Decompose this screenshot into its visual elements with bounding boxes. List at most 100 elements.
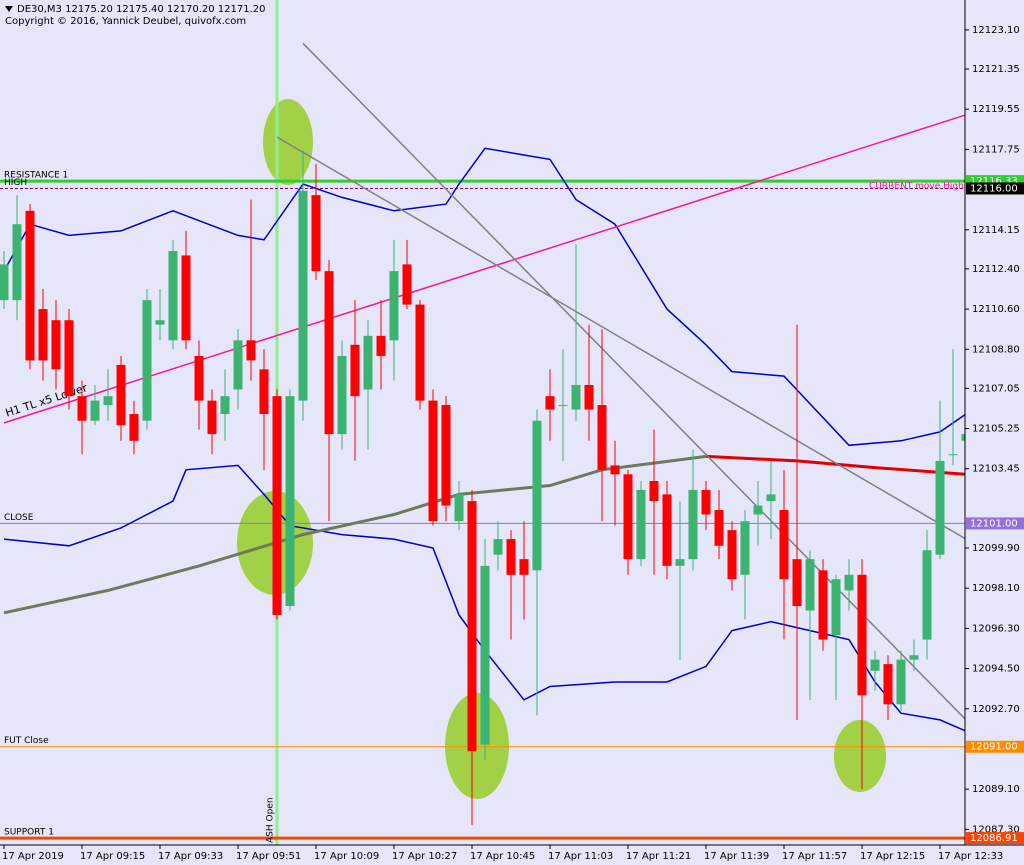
x-tick-label: 17 Apr 2019 [2,851,64,862]
x-tick-label: 17 Apr 11:39 [704,851,769,862]
candle-body [870,659,880,671]
x-tick-label: 17 Apr 09:51 [236,851,301,862]
candle-body [441,405,451,506]
candle-body [454,494,464,522]
y-tick-label: 12096.30 [972,623,1020,634]
x-tick-label: 17 Apr 12:15 [860,851,925,862]
candle-body [467,501,477,752]
x-tick-label: 17 Apr 10:27 [392,851,457,862]
candle-body [324,271,334,435]
level-price-label: 12116.00 [970,183,1018,194]
level-price-box [966,740,1024,753]
candle-body [831,579,841,636]
candle-body [116,364,126,426]
candle-body [233,340,243,390]
y-tick-label: 12094.50 [972,664,1020,675]
y-tick-label: 12108.80 [972,344,1020,355]
candle-body [623,474,633,560]
y-tick-label: 12119.55 [972,104,1020,115]
candle-body [571,384,581,410]
candle-body [649,481,659,502]
candle-body [948,454,958,456]
y-tick-label: 12098.10 [972,583,1020,594]
candle-body [51,320,61,370]
candle-body [883,664,893,705]
candle-body [90,400,100,421]
candle-body [207,400,217,435]
annotation: CURRENT move High [869,182,964,192]
candle-body [376,335,386,356]
candle-body [311,195,321,272]
y-tick-label: 12121.35 [972,64,1020,75]
candle-body [337,355,347,435]
level-price-box [966,832,1024,845]
candle-body [389,271,399,341]
candle-body [818,570,828,640]
level-label: SUPPORT 1 [4,828,54,838]
candle-body [961,434,965,441]
candle-body [285,396,295,607]
candle-body [519,559,529,575]
candle-body [246,340,256,361]
candle-body [727,530,737,580]
candle-body [181,255,191,341]
candle-body [64,320,74,397]
level-label: CLOSE [4,513,34,523]
candle-body [792,559,802,607]
candle-body [701,489,711,515]
highlight [263,99,313,185]
candle-body [558,405,568,407]
level-label: RESISTANCE 1 [4,171,68,181]
candle-body [740,521,750,575]
candle-body [506,539,516,575]
candle-body [779,510,789,580]
candle-body [597,405,607,470]
y-tick-label: 12099.90 [972,543,1020,554]
candle-body [38,309,48,361]
level-label: HIGH [4,178,27,188]
candle-body [480,565,490,745]
level-price-label: 12091.00 [970,742,1018,753]
x-tick-label: 17 Apr 12:33 [938,851,1003,862]
x-tick-label: 17 Apr 11:21 [626,851,691,862]
candle-body [25,210,35,361]
level-price-label: 12116.33 [970,176,1018,187]
y-tick-label: 12107.05 [972,383,1020,394]
y-tick-label: 12114.15 [972,225,1020,236]
candle-body [77,396,87,421]
candle-body [935,460,945,555]
candle-body [402,264,412,305]
x-tick-label: 17 Apr 11:57 [782,851,847,862]
candle-body [415,304,425,401]
candle-body [857,574,867,696]
candle-body [0,264,9,301]
candle-body [545,396,555,410]
candle-body [662,494,672,566]
candle-body [922,550,932,640]
level-price-label: 12086.91 [970,833,1018,844]
indicator-line [705,454,965,476]
indicator-line [3,147,965,447]
y-tick-label: 12123.10 [972,25,1020,36]
y-tick-label: 12112.40 [972,264,1020,275]
candle-body [844,574,854,591]
candle-body [363,335,373,390]
candle-body [610,465,620,475]
y-tick-label: 12110.60 [972,304,1020,315]
candle-body [675,559,685,566]
x-tick-label: 17 Apr 11:03 [548,851,613,862]
x-tick-label: 17 Apr 10:45 [470,851,535,862]
y-tick-label: 12103.45 [972,464,1020,475]
chart-title: DE30,M3 12175.20 12175.40 12170.20 12171… [17,4,266,15]
trend-line [276,136,965,540]
x-tick-label: 17 Apr 09:15 [80,851,145,862]
y-tick-label: 12105.25 [972,424,1020,435]
y-tick-label: 12089.10 [972,784,1020,795]
level-price-label: 12101.00 [970,518,1018,529]
highlight [834,720,886,792]
x-tick-label: 17 Apr 10:09 [314,851,379,862]
candle-body [129,414,139,441]
candle-body [168,250,178,341]
